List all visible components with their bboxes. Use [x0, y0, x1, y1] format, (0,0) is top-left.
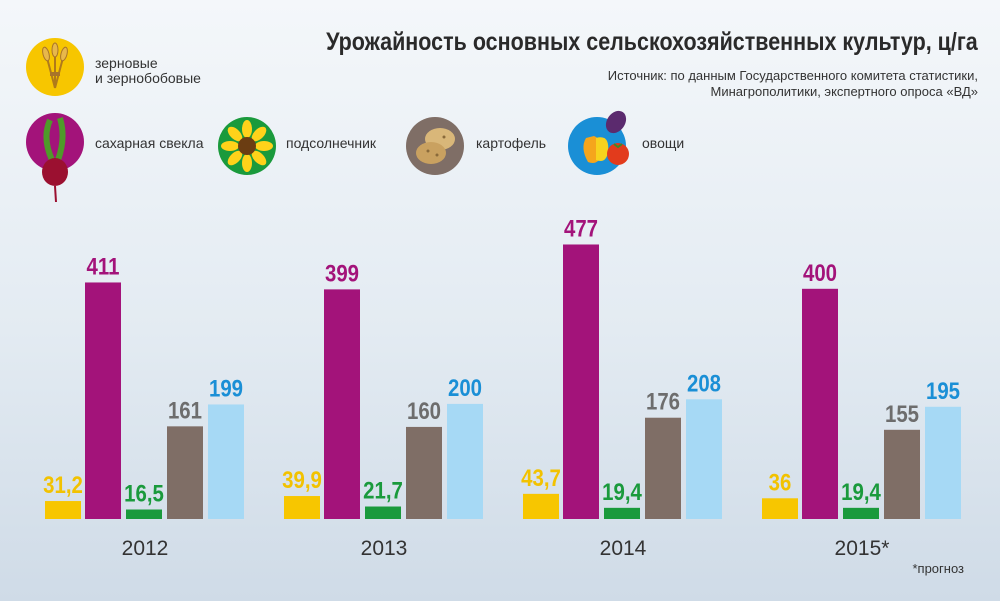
bar-2013-series-0	[284, 496, 320, 519]
beet-icon	[24, 110, 94, 210]
vegetables-icon	[566, 108, 638, 181]
data-label-2014-series-2: 19,4	[602, 478, 642, 505]
data-label-2012-series-0: 31,2	[43, 471, 83, 498]
x-tick-label-2013: 2013	[361, 537, 408, 560]
legend-label-grain-line1: зерновые	[95, 55, 158, 71]
bar-2014-series-3	[645, 417, 681, 519]
chart-title: Урожайность основных сельскохозяйственны…	[326, 28, 978, 56]
source-note: Источник: по данным Государственного ком…	[608, 68, 978, 100]
bar-2014-series-4	[686, 399, 722, 519]
data-label-2015-series-4: 195	[926, 377, 960, 404]
data-label-2013-series-0: 39,9	[282, 466, 322, 493]
bar-2012-series-4	[208, 404, 244, 519]
bar-2014-series-1	[563, 244, 599, 519]
legend-label-beet: сахарная свекла	[95, 135, 204, 151]
legend-label-sunflower: подсолнечник	[286, 135, 377, 151]
bar-2013-series-2	[365, 506, 401, 519]
data-label-2014-series-3: 176	[646, 388, 680, 415]
x-tick-label-2015: 2015*	[835, 537, 890, 560]
bar-2015-series-3	[884, 429, 920, 519]
source-line-2: Минагрополитики, экспертного опроса «ВД»	[710, 84, 978, 99]
data-label-2013-series-1: 399	[325, 260, 359, 287]
legend-label-grain-line2: и зернобобовые	[95, 70, 201, 86]
bar-2013-series-4	[447, 403, 483, 519]
bar-2015-series-4	[925, 406, 961, 519]
data-label-2013-series-2: 21,7	[363, 477, 403, 504]
data-label-2014-series-4: 208	[687, 370, 721, 397]
legend-label-grain: зерновые и зернобобовые	[95, 56, 201, 86]
data-label-2012-series-3: 161	[168, 397, 202, 424]
legend-label-potato: картофель	[476, 135, 547, 151]
data-label-2014-series-1: 477	[564, 215, 598, 242]
data-label-2015-series-3: 155	[885, 400, 919, 427]
x-tick-label-2014: 2014	[600, 537, 647, 560]
bar-2012-series-1	[85, 282, 121, 519]
data-label-2013-series-3: 160	[407, 397, 441, 424]
bar-2014-series-2	[604, 507, 640, 519]
legend-label-vegetables: овощи	[642, 135, 685, 151]
wheat-icon	[24, 36, 86, 103]
source-line-1: Источник: по данным Государственного ком…	[607, 68, 978, 83]
data-label-2012-series-4: 199	[209, 375, 243, 402]
data-label-2015-series-0: 36	[769, 469, 792, 496]
sunflower-icon	[216, 115, 278, 182]
bar-2012-series-2	[126, 509, 162, 519]
bar-2013-series-1	[324, 289, 360, 519]
forecast-footnote: *прогноз	[912, 561, 964, 576]
bar-2014-series-0	[523, 493, 559, 519]
x-tick-label-2012: 2012	[122, 537, 169, 560]
bar-2012-series-0	[45, 501, 81, 519]
bar-2015-series-1	[802, 288, 838, 519]
data-label-2015-series-2: 19,4	[841, 478, 881, 505]
bar-2012-series-3	[167, 426, 203, 519]
data-label-2014-series-0: 43,7	[521, 464, 561, 491]
data-label-2015-series-1: 400	[803, 259, 837, 286]
bar-2015-series-0	[762, 498, 798, 519]
bar-2013-series-3	[406, 426, 442, 519]
data-label-2012-series-1: 411	[87, 253, 120, 280]
data-label-2013-series-4: 200	[448, 374, 482, 401]
potato-icon	[404, 115, 466, 182]
data-label-2012-series-2: 16,5	[124, 480, 164, 507]
bar-2015-series-2	[843, 507, 879, 519]
